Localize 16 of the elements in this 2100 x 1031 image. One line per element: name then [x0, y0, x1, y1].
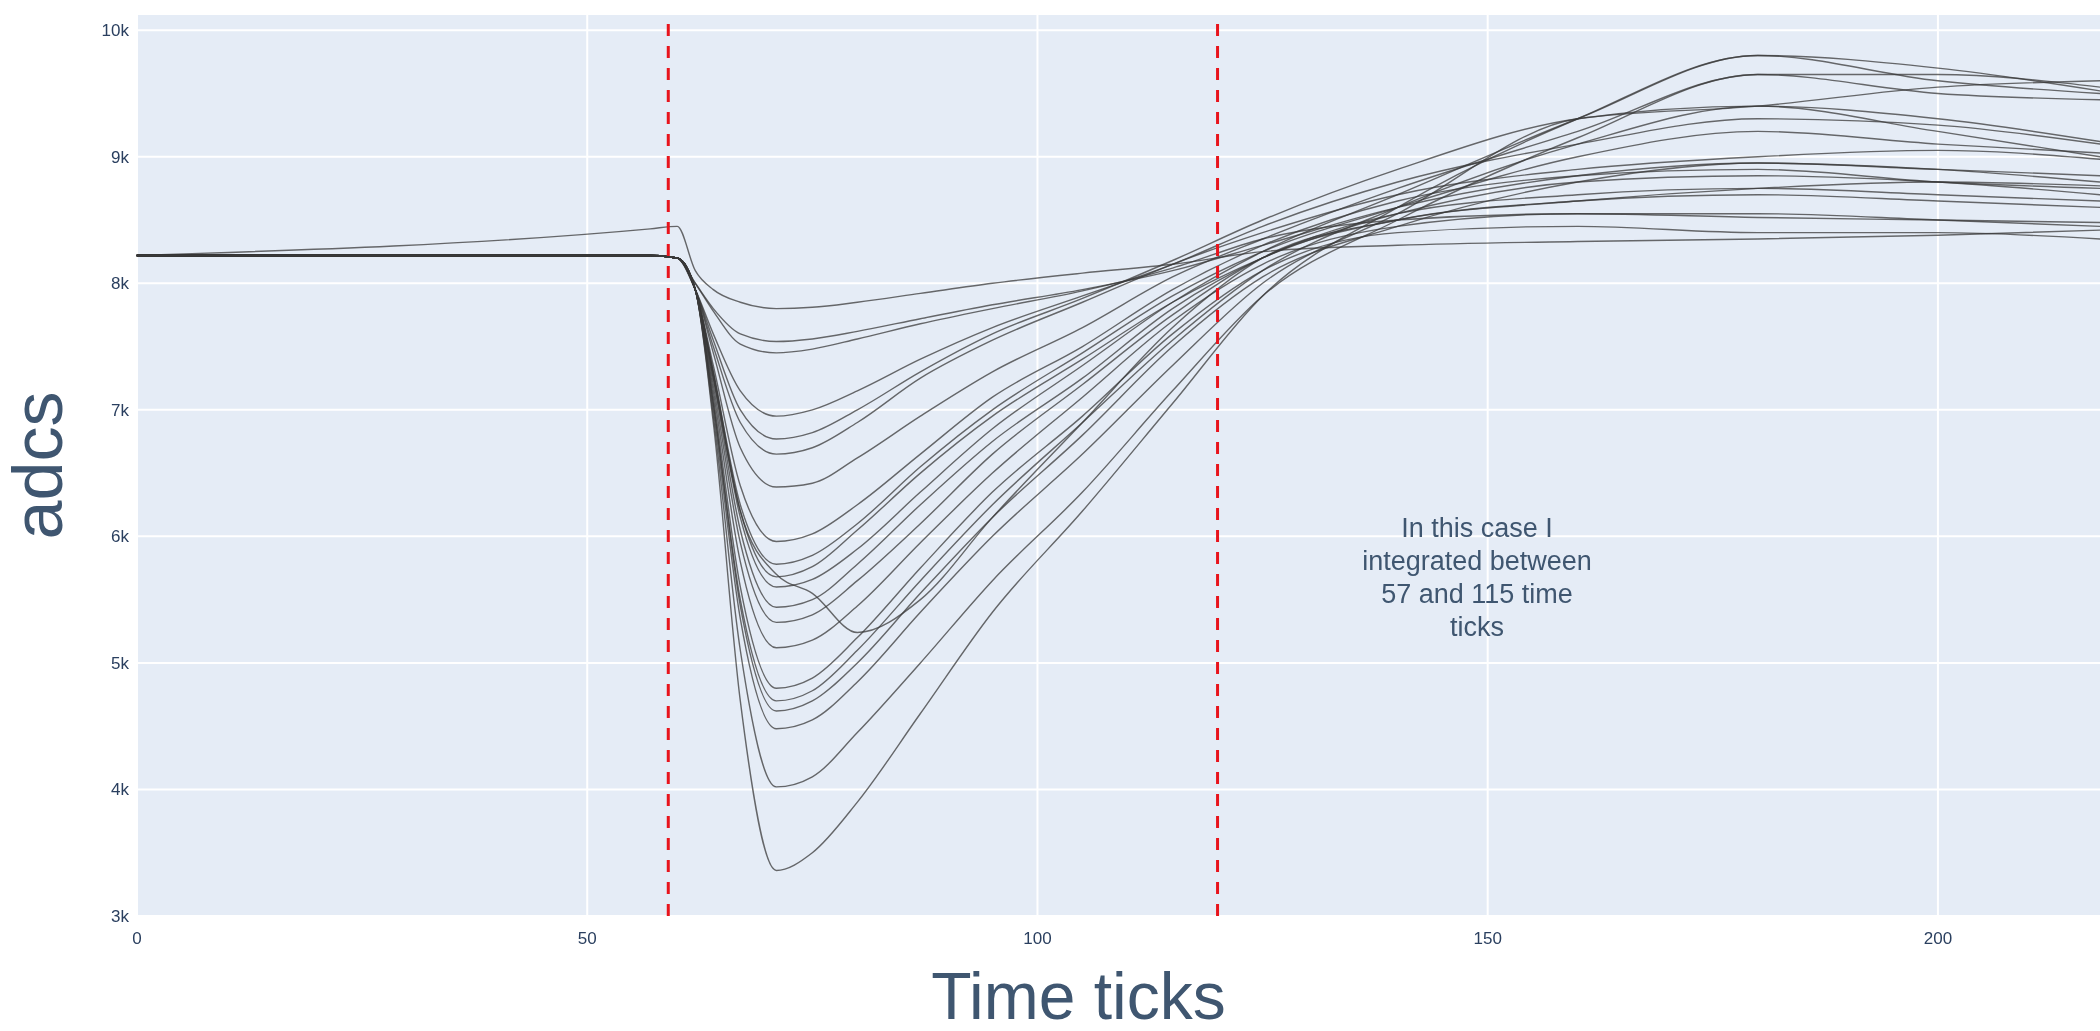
y-axis-title: adcs [0, 391, 77, 540]
y-tick-label: 5k [111, 653, 130, 673]
y-tick-label: 3k [111, 906, 130, 926]
x-tick-label: 0 [132, 929, 142, 948]
y-tick-label: 10k [101, 21, 130, 41]
x-tick-label: 50 [577, 929, 597, 948]
annotation: In this case I integrated between 57 and 115 time ticks [1362, 513, 1592, 642]
y-tick-label: 7k [111, 400, 130, 420]
x-tick-label: 150 [1473, 929, 1502, 948]
y-tick-label: 8k [111, 274, 130, 294]
x-tick-label: 200 [1923, 929, 1953, 948]
y-tick-label: 9k [111, 147, 130, 167]
x-tick-label: 100 [1023, 929, 1052, 948]
x-axis-title: Time ticks [931, 959, 1226, 1031]
y-tick-label: 4k [111, 780, 130, 800]
y-tick-label: 6k [111, 527, 130, 547]
